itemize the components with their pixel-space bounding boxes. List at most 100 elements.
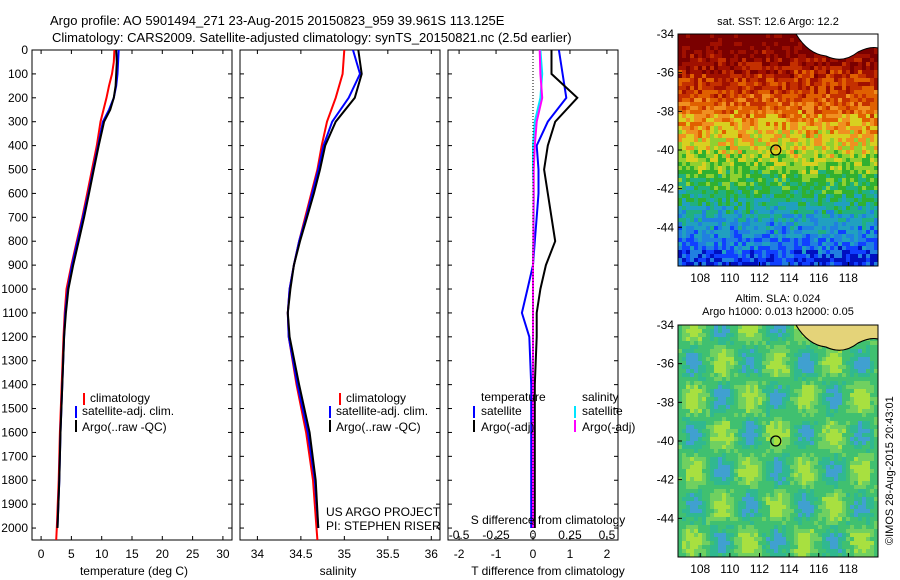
map-cell [738, 254, 743, 259]
map-cell [718, 449, 723, 454]
map-cell [762, 457, 767, 462]
map-cell [718, 234, 723, 239]
map-cell [794, 94, 799, 99]
map-cell [866, 154, 871, 159]
map-cell [798, 122, 803, 127]
map-cell [690, 46, 695, 51]
map-cell [870, 441, 875, 446]
map-cell [702, 62, 707, 67]
map-cell [762, 250, 767, 255]
map-cell [826, 242, 831, 247]
map-cell [738, 186, 743, 191]
map-cell [814, 182, 819, 187]
map-cell [822, 222, 827, 227]
map-cell [746, 262, 751, 267]
map-cell [850, 142, 855, 147]
map-cell [762, 377, 767, 382]
map-cell [686, 226, 691, 231]
map-cell [786, 262, 791, 267]
map-cell [858, 118, 863, 123]
map-cell [710, 337, 715, 342]
map-cell [726, 34, 731, 39]
map-cell [782, 106, 787, 111]
map-cell [854, 166, 859, 171]
map-cell [838, 262, 843, 267]
map-cell [834, 170, 839, 175]
map-cell [686, 409, 691, 414]
map-cell [722, 142, 727, 147]
map-cell [814, 409, 819, 414]
map-cell [738, 325, 743, 330]
map-cell [866, 146, 871, 151]
map-cell [858, 114, 863, 119]
map-cell [806, 341, 811, 346]
map-cell [714, 58, 719, 63]
map-cell [706, 258, 711, 263]
map-cell [682, 42, 687, 47]
map-cell [770, 194, 775, 199]
map-cell [754, 182, 759, 187]
map-cell [694, 162, 699, 167]
map-cell [790, 178, 795, 183]
map-cell [778, 58, 783, 63]
map-cell [874, 166, 879, 171]
map-cell [682, 58, 687, 63]
map-cell [818, 182, 823, 187]
map-cell [786, 441, 791, 446]
map-cell [814, 102, 819, 107]
map-cell [742, 389, 747, 394]
map-cell [850, 110, 855, 115]
map-cell [790, 82, 795, 87]
map-cell [814, 349, 819, 354]
map-cell [702, 353, 707, 358]
map-cell [846, 349, 851, 354]
map-y-tick-label: -36 [657, 66, 675, 80]
map-cell [754, 226, 759, 231]
map-cell [718, 114, 723, 119]
map-cell [702, 110, 707, 115]
map-cell [746, 154, 751, 159]
map-cell [702, 409, 707, 414]
difference-legend-sal-argo: Argo(-adj) [582, 420, 635, 434]
map-cell [730, 162, 735, 167]
map-cell [734, 158, 739, 163]
depth-tick-label: 500 [8, 163, 28, 177]
map-cell [758, 421, 763, 426]
map-cell [786, 190, 791, 195]
map-cell [870, 54, 875, 59]
map-cell [834, 441, 839, 446]
map-cell [814, 222, 819, 227]
map-cell [678, 82, 683, 87]
map-cell [750, 222, 755, 227]
map-cell [762, 373, 767, 378]
map-cell [846, 66, 851, 71]
map-cell [782, 373, 787, 378]
map-cell [678, 214, 683, 219]
map-cell [782, 114, 787, 119]
map-cell [834, 178, 839, 183]
map-cell [802, 78, 807, 83]
map-cell [774, 254, 779, 259]
map-cell [754, 345, 759, 350]
map-cell [714, 134, 719, 139]
map-cell [710, 210, 715, 215]
map-cell [754, 349, 759, 354]
map-cell [694, 34, 699, 39]
map-cell [778, 34, 783, 39]
temperature-panel-frame [31, 49, 233, 541]
map-cell [686, 453, 691, 458]
map-cell [874, 449, 879, 454]
map-cell [786, 397, 791, 402]
map-cell [850, 238, 855, 243]
map-cell [710, 341, 715, 346]
map-cell [726, 130, 731, 135]
map-cell [770, 429, 775, 434]
map-cell [714, 409, 719, 414]
map-cell [710, 369, 715, 374]
map-cell [842, 66, 847, 71]
map-cell [750, 385, 755, 390]
map-cell [854, 162, 859, 167]
map-cell [758, 38, 763, 43]
map-cell [710, 385, 715, 390]
map-cell [698, 429, 703, 434]
